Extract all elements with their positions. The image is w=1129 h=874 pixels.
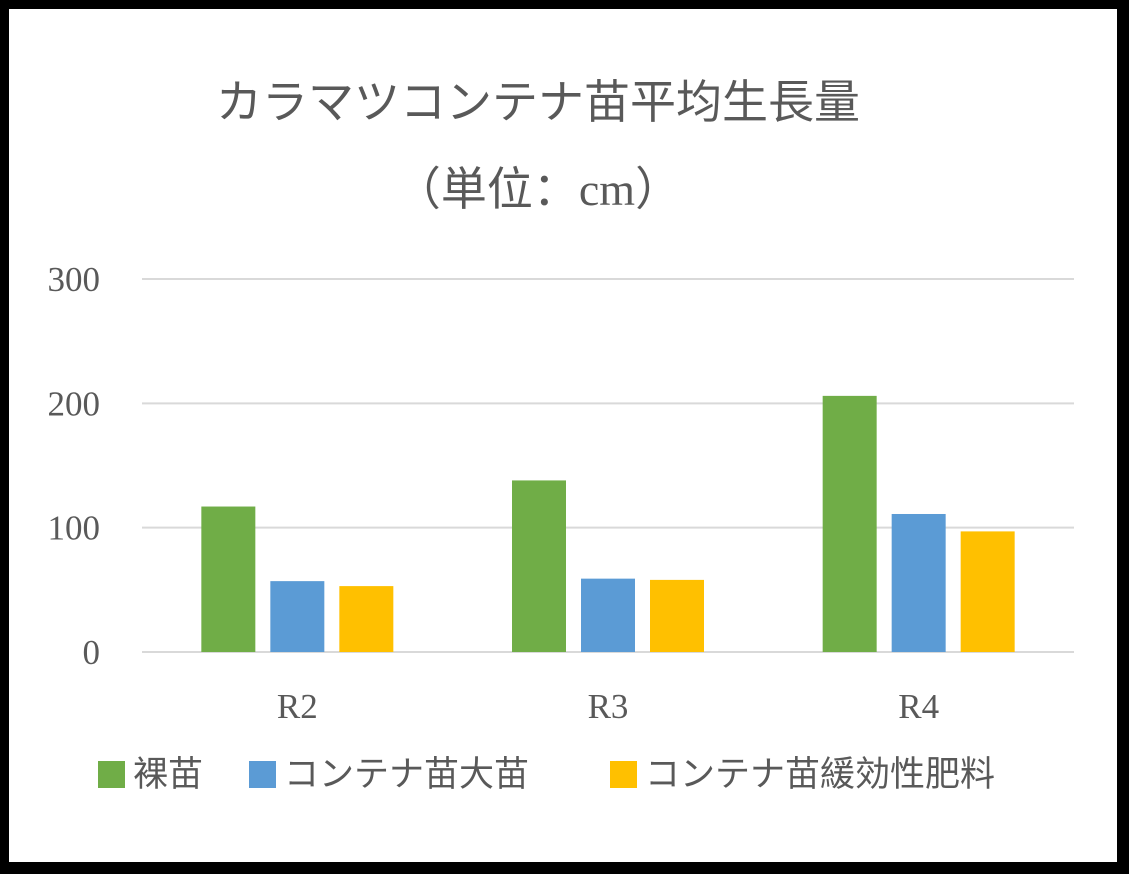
x-tick-label: R4 [898,687,939,726]
bar [270,581,325,652]
y-axis-labels: 0 100 200 300 [48,260,101,672]
legend-label: 裸苗 [133,755,203,794]
y-tick-label: 0 [83,633,101,672]
bar [581,578,635,652]
legend-label: コンテナ苗大苗 [284,755,529,794]
chart-subtitle: （単位：cm） [395,164,681,215]
bar [512,480,566,652]
chart-title: カラマツコンテナ苗平均生長量 [216,77,860,128]
x-tick-label: R3 [588,687,629,726]
bar [201,506,256,652]
y-tick-label: 200 [48,384,101,423]
bar [339,586,394,652]
x-tick-label: R2 [277,687,318,726]
legend: 裸苗 コンテナ苗大苗 コンテナ苗緩効性肥料 [98,755,995,794]
bar [650,579,704,652]
legend-swatch [98,761,125,788]
bar [891,513,946,652]
bar [960,531,1015,652]
y-tick-label: 100 [48,509,101,548]
legend-swatch [249,761,276,788]
x-axis-labels: R2 R3 R4 [277,687,939,726]
legend-label: コンテナ苗緩効性肥料 [645,755,995,794]
legend-swatch [610,761,637,788]
y-tick-label: 300 [48,260,101,299]
bars [201,395,1015,652]
bar [822,395,877,652]
